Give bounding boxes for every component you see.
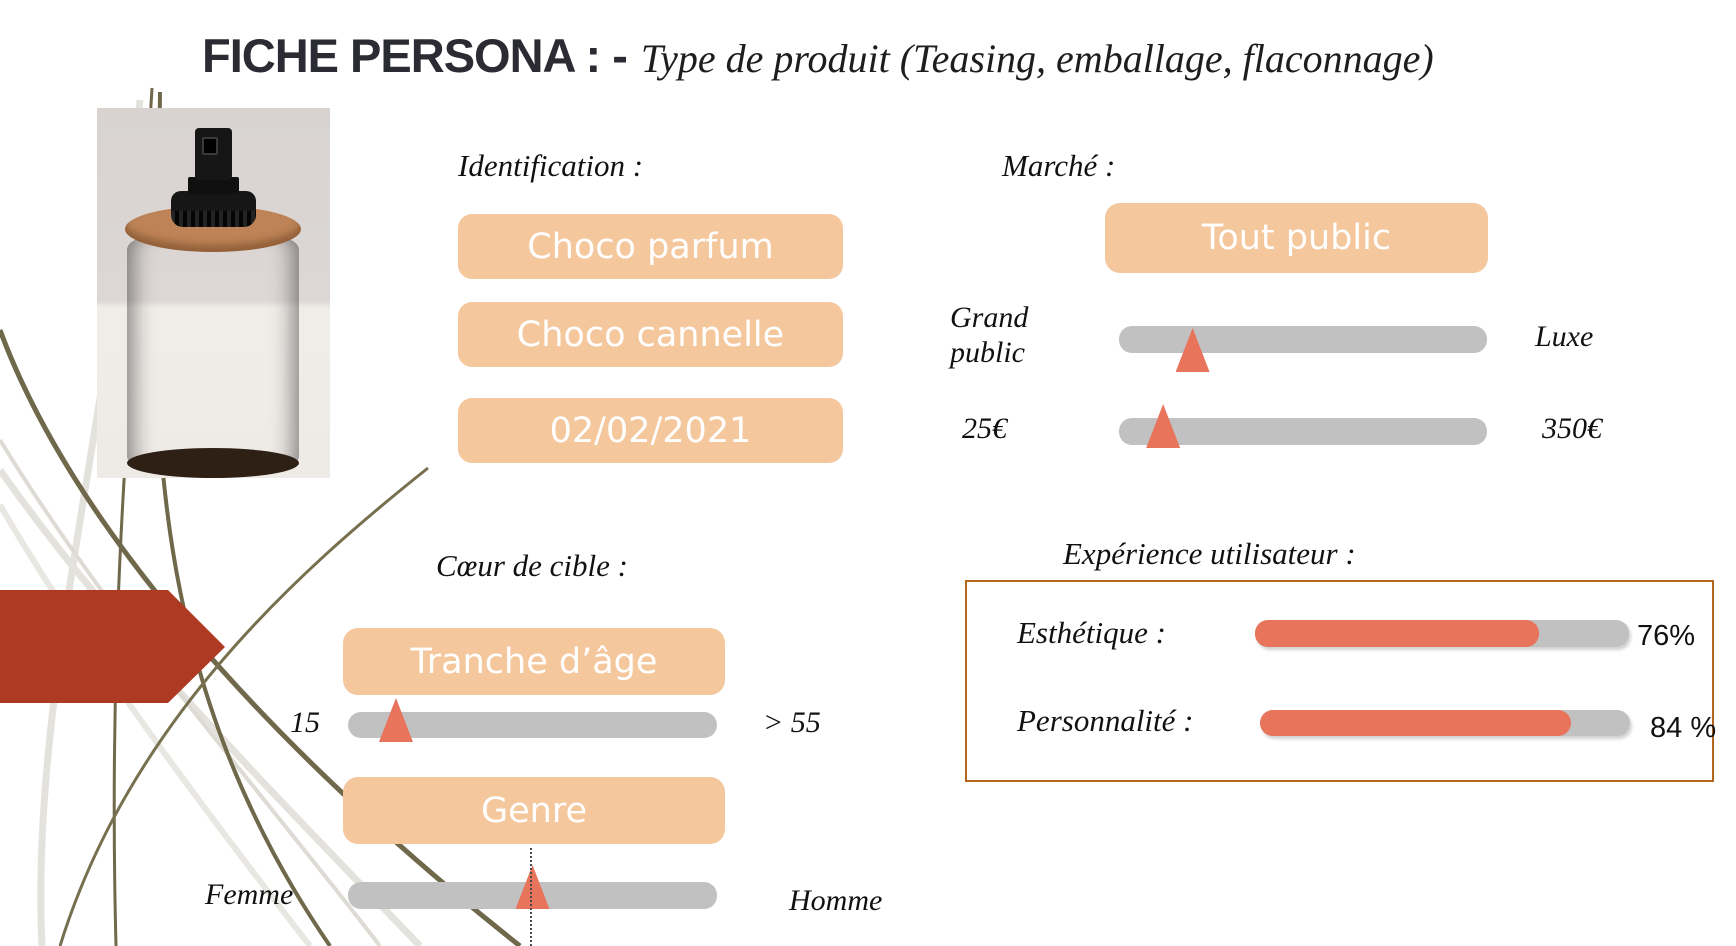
positioning-left-line2: public — [950, 336, 1025, 369]
genre-slider[interactable] — [348, 865, 717, 909]
spray-cap-ridges — [171, 211, 256, 227]
cookie-stack-illustration — [127, 238, 299, 468]
positioning-right-label: Luxe — [1535, 320, 1594, 353]
identification-label: Identification : — [458, 148, 644, 183]
genre-right-label: Homme — [789, 884, 883, 917]
title-main: FICHE PERSONA — [202, 29, 576, 82]
cible-label: Cœur de cible : — [436, 548, 628, 583]
age-slider[interactable] — [348, 698, 717, 742]
esthetique-progress-fill — [1255, 620, 1540, 647]
price-right-label: 350€ — [1542, 412, 1602, 445]
price-left-label: 25€ — [962, 412, 1007, 445]
product-variant-field[interactable]: Choco cannelle — [458, 302, 843, 367]
personnalite-progressbar — [1260, 710, 1630, 736]
red-arrow-shape — [0, 590, 225, 703]
product-photo — [97, 108, 330, 478]
experience-box: Esthétique : 76% Personnalité : 84 % — [965, 580, 1717, 782]
cookie-stack-base — [127, 448, 299, 478]
personnalite-value: 84 % — [1650, 712, 1717, 744]
age-range-field[interactable]: Tranche d’âge — [343, 628, 725, 695]
positioning-slider[interactable] — [1119, 326, 1487, 372]
audience-field[interactable]: Tout public — [1105, 203, 1488, 273]
genre-left-label: Femme — [205, 878, 294, 911]
spray-nozzle — [195, 128, 232, 180]
price-slider[interactable] — [1119, 404, 1487, 448]
esthetique-progressbar — [1255, 620, 1629, 647]
genre-center-guideline — [530, 848, 532, 946]
genre-field[interactable]: Genre — [343, 777, 725, 844]
personnalite-label: Personnalité : — [1017, 703, 1194, 738]
price-slider-marker[interactable] — [1146, 404, 1181, 448]
product-name-field[interactable]: Choco parfum — [458, 214, 843, 279]
page-title: FICHE PERSONA : - Type de produit (Teasi… — [202, 28, 1434, 83]
spray-neck — [188, 177, 239, 194]
product-date-field[interactable]: 02/02/2021 — [458, 398, 843, 463]
age-left-label: 15 — [290, 706, 320, 739]
spray-nozzle-hole — [202, 137, 218, 155]
experience-label: Expérience utilisateur : — [1063, 536, 1356, 571]
title-separator: : - — [585, 29, 628, 82]
age-right-label: > 55 — [763, 706, 821, 739]
positioning-slider-marker[interactable] — [1175, 328, 1210, 372]
esthetique-value: 76% — [1637, 620, 1696, 652]
positioning-left-line1: Grand — [950, 301, 1029, 334]
personnalite-progress-fill — [1260, 710, 1571, 736]
marche-label: Marché : — [1002, 148, 1116, 183]
title-subtitle: Type de produit (Teasing, emballage, fla… — [640, 36, 1434, 81]
positioning-left-label: Grand public — [950, 300, 1028, 370]
esthetique-label: Esthétique : — [1017, 615, 1166, 650]
